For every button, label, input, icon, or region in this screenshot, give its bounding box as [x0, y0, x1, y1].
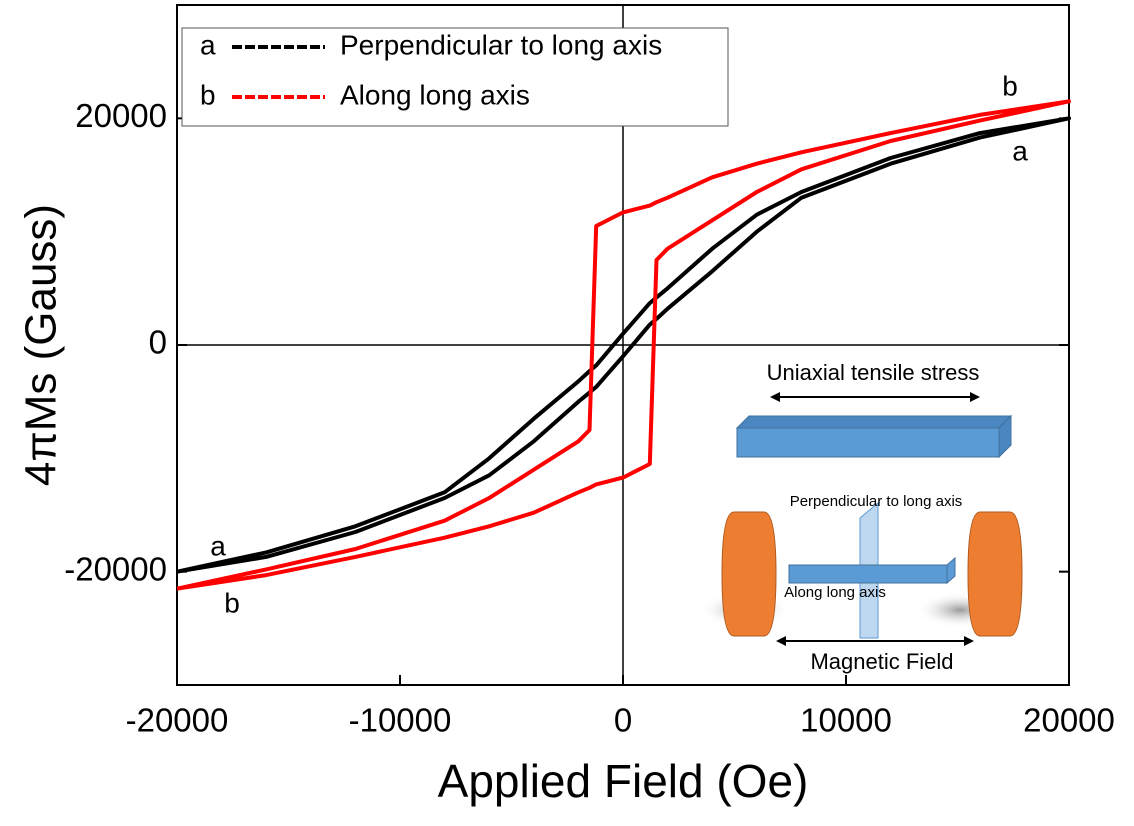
x-tick-label: 10000: [800, 702, 892, 739]
inset-rod: [788, 556, 956, 585]
legend-label: Along long axis: [340, 79, 530, 110]
series-line: [176, 99, 1071, 591]
plot-area: [176, 5, 1071, 685]
inset-label: Along long axis: [784, 584, 886, 601]
curve-annotation: b: [1002, 70, 1018, 101]
legend-label: Perpendicular to long axis: [340, 29, 662, 60]
legend-tag: b: [200, 79, 216, 110]
curve-annotation: a: [1012, 135, 1028, 166]
curve-annotation: a: [210, 530, 226, 561]
legend-box: [181, 27, 729, 127]
inset-diagram: Uniaxial tensile stress Perpendicular to…: [700, 360, 1023, 674]
magnet: [967, 511, 1023, 637]
series-line: [176, 116, 1071, 574]
x-tick-label: -20000: [126, 702, 229, 739]
y-tick-label: -20000: [64, 550, 167, 587]
inset-bar-side: [735, 414, 1013, 459]
legend: a Perpendicular to long axis b Along long a…: [200, 29, 662, 110]
x-axis-label: Applied Field (Oe): [438, 755, 809, 807]
x-tick-label: -10000: [349, 702, 452, 739]
x-tick-label: 20000: [1023, 702, 1115, 739]
x-tick-label: 0: [614, 702, 632, 739]
inset-label: Perpendicular to long axis: [790, 493, 963, 510]
magnet: [721, 511, 777, 637]
inset-bar: [736, 427, 1000, 458]
legend-tag: a: [200, 29, 216, 60]
inset-label: Uniaxial tensile stress: [767, 360, 980, 385]
y-tick-label: 0: [149, 324, 167, 361]
y-tick-label: 20000: [75, 97, 167, 134]
curve-annotation: b: [224, 587, 240, 618]
inset-label: Magnetic Field: [810, 649, 953, 674]
y-axis-label: 4πMs (Gauss): [17, 204, 66, 486]
